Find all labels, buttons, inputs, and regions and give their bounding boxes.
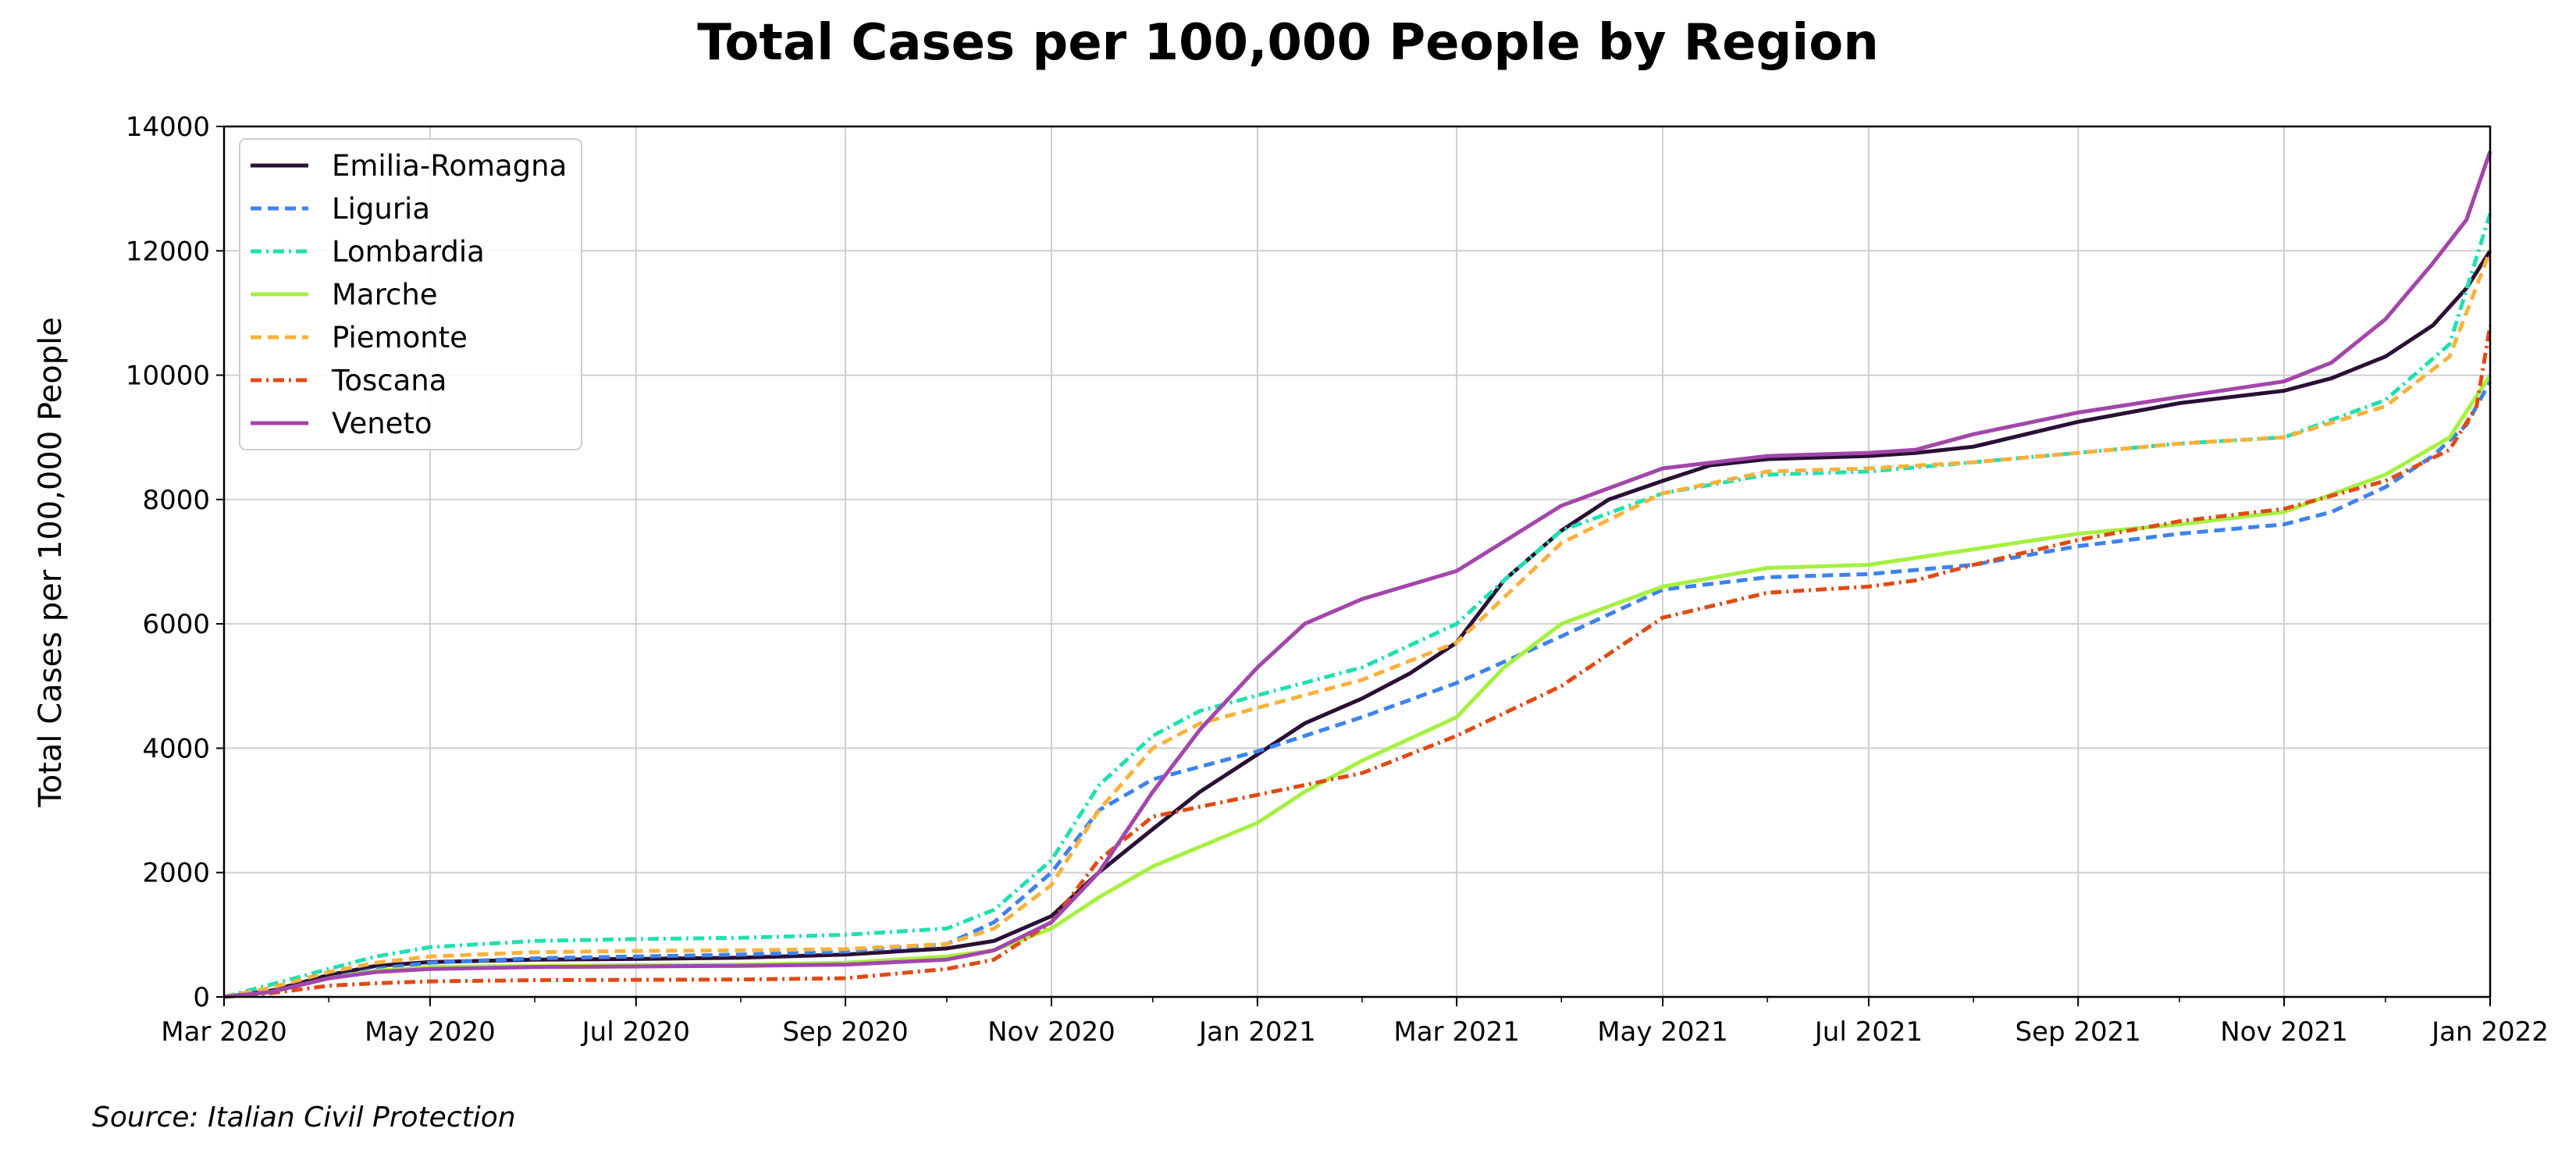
y-tick-label: 2000 bbox=[142, 858, 210, 889]
x-tick-label: Mar 2021 bbox=[1393, 1016, 1519, 1048]
x-tick-label: Sep 2021 bbox=[2015, 1016, 2140, 1048]
series-line-marche bbox=[223, 374, 2492, 999]
series-line-piemonte bbox=[223, 250, 2492, 999]
y-tick-label: 12000 bbox=[126, 236, 210, 267]
x-tick-label: Jul 2020 bbox=[581, 1016, 690, 1048]
y-tick-label: 4000 bbox=[142, 733, 210, 764]
x-tick-label: Nov 2021 bbox=[2220, 1016, 2348, 1048]
legend-label: Piemonte bbox=[332, 321, 468, 354]
y-tick-label: 8000 bbox=[142, 485, 210, 516]
legend-label: Veneto bbox=[332, 407, 432, 440]
plot-frame bbox=[222, 125, 2492, 998]
y-tick-label: 10000 bbox=[126, 361, 210, 392]
chart-title: Total Cases per 100,000 People by Region bbox=[697, 14, 1879, 72]
series-line-toscana bbox=[223, 325, 2492, 999]
x-tick-label: Nov 2020 bbox=[987, 1016, 1115, 1048]
y-axis-label: Total Cases per 100,000 People bbox=[33, 317, 69, 808]
legend-label: Emilia-Romagna bbox=[332, 149, 567, 183]
legend-label: Liguria bbox=[332, 192, 430, 226]
y-tick-label: 6000 bbox=[142, 609, 210, 640]
source-note: Source: Italian Civil Protection bbox=[92, 1102, 516, 1134]
axis-ticks: 0 2000 4000 6000 8000 10000 12000 14000 Mar 2020… bbox=[126, 112, 2549, 1048]
x-tick-label: Sep 2020 bbox=[782, 1016, 908, 1048]
series-lines bbox=[223, 151, 2492, 999]
x-tick-label: Mar 2020 bbox=[161, 1016, 286, 1048]
x-tick-label: May 2020 bbox=[365, 1016, 496, 1048]
series-line-emilia-romagna bbox=[223, 249, 2492, 999]
x-tick-label: Jan 2021 bbox=[1197, 1016, 1316, 1048]
legend-label: Marche bbox=[332, 278, 438, 311]
legend-label: Lombardia bbox=[332, 235, 485, 269]
grid bbox=[223, 126, 2491, 998]
x-tick-label: Jan 2022 bbox=[2430, 1016, 2549, 1048]
x-tick-label: Jul 2021 bbox=[1813, 1016, 1923, 1048]
series-line-veneto bbox=[223, 151, 2492, 999]
legend-label: Toscana bbox=[331, 364, 447, 397]
y-tick-label: 14000 bbox=[126, 112, 210, 143]
legend: Emilia-Romagna Liguria Lombardia Marche Piem… bbox=[239, 138, 582, 450]
series-line-liguria bbox=[223, 380, 2492, 999]
legend-box bbox=[239, 138, 582, 450]
x-tick-label: May 2021 bbox=[1597, 1016, 1728, 1048]
series-line-lombardia bbox=[223, 212, 2492, 999]
y-tick-label: 0 bbox=[193, 982, 210, 1013]
